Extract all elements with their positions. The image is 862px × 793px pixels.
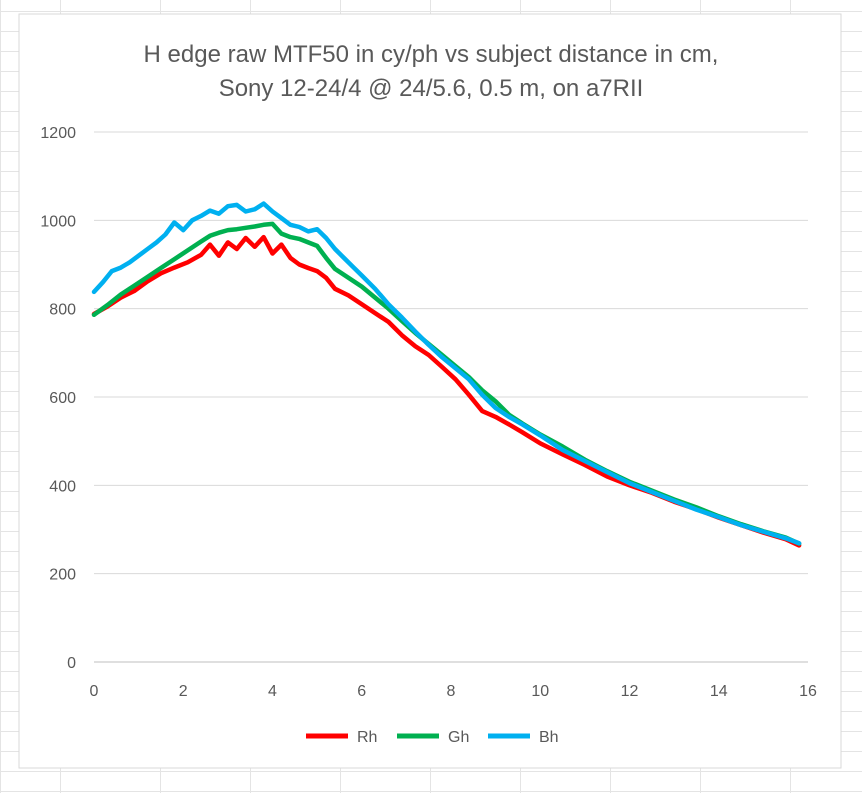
x-axis-tick-labels: 0 2 4 6 8 10 12 14 16	[90, 683, 817, 700]
horizontal-gridlines	[94, 131, 808, 663]
data-series	[91, 201, 802, 548]
y-tick-label: 600	[49, 390, 76, 407]
x-tick-label: 14	[710, 683, 728, 700]
series-line-bh	[91, 201, 802, 546]
y-tick-label: 800	[49, 302, 76, 319]
x-tick-label: 12	[621, 683, 639, 700]
x-tick-label: 2	[179, 683, 188, 700]
x-tick-label: 16	[799, 683, 817, 700]
legend-gh-label: Gh	[448, 729, 469, 746]
x-tick-label: 6	[357, 683, 366, 700]
y-tick-label: 200	[49, 567, 76, 584]
chart-title-line-2: Sony 12-24/4 @ 24/5.6, 0.5 m, on a7RII	[219, 75, 644, 102]
y-tick-label: 400	[49, 478, 76, 495]
y-tick-label: 1000	[40, 213, 76, 230]
legend[interactable]: Rh Gh Bh	[306, 729, 559, 746]
chart-title-line-1: H edge raw MTF50 in cy/ph vs subject dis…	[144, 41, 719, 68]
y-tick-label: 1200	[40, 125, 76, 142]
x-tick-label: 10	[531, 683, 549, 700]
y-axis-tick-labels: 0 200 400 600 800 1000 1200	[40, 125, 76, 672]
x-tick-label: 8	[447, 683, 456, 700]
x-tick-label: 4	[268, 683, 277, 700]
series-line-rh	[91, 234, 802, 548]
legend-rh-label: Rh	[357, 729, 377, 746]
x-tick-label: 0	[90, 683, 99, 700]
chart-area-frame[interactable]	[18, 13, 842, 769]
y-tick-label: 0	[67, 655, 76, 672]
legend-bh-label: Bh	[539, 729, 559, 746]
